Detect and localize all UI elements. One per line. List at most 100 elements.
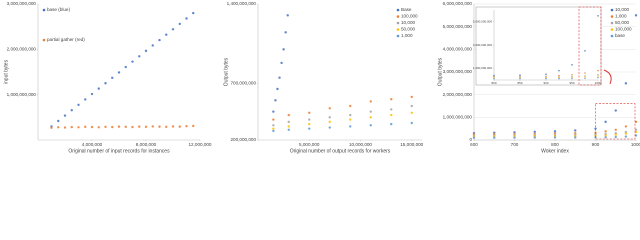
legend-marker (396, 28, 400, 31)
x-tick-label: 900 (592, 142, 600, 147)
data-point (284, 31, 287, 34)
legend-label: Base (401, 7, 412, 12)
figure: 1,000,000,0002,000,000,0003,000,000,0004… (3, 1, 640, 154)
data-point (151, 125, 154, 128)
data-point (558, 77, 560, 80)
data-point (272, 127, 275, 130)
data-point (604, 134, 607, 137)
y-tick-label: 2,000,000,000 (7, 47, 37, 52)
data-point (151, 44, 154, 47)
data-point (77, 103, 80, 107)
data-point (533, 136, 536, 139)
legend-label: 10,000 (401, 20, 415, 25)
data-point (138, 125, 141, 128)
data-point (63, 114, 67, 117)
legend-marker (42, 38, 46, 42)
data-point (287, 125, 290, 128)
data-point (574, 129, 577, 132)
data-point (584, 72, 586, 74)
data-point (472, 136, 476, 139)
legend-label: 1,000 (615, 14, 627, 19)
data-point (594, 127, 597, 130)
x-tick-label: 10,000,000 (349, 142, 372, 147)
data-point (584, 77, 586, 80)
data-point (634, 134, 638, 137)
data-point (276, 87, 279, 91)
legend-label: partial gather (red) (47, 37, 85, 42)
y-tick-label: 200,000,000 (230, 137, 256, 142)
x-tick-label: 950 (569, 81, 574, 85)
data-point (57, 126, 60, 129)
data-point (272, 110, 275, 113)
data-point (571, 76, 573, 79)
data-point (624, 82, 628, 85)
data-point (597, 73, 599, 76)
data-point (390, 113, 393, 117)
y-tick-label: 5,000,000,000 (443, 24, 473, 29)
legend-marker (396, 8, 400, 12)
data-point (634, 14, 638, 17)
data-point (192, 11, 195, 15)
data-point (131, 125, 134, 129)
data-point (519, 77, 521, 80)
data-point (390, 98, 393, 101)
data-point (597, 76, 599, 79)
data-point (349, 118, 352, 121)
data-point (158, 125, 161, 128)
legend-marker (610, 34, 614, 38)
inset-frame (475, 6, 602, 86)
data-point (519, 74, 521, 76)
x-tick-label: 12,000,000 (189, 142, 212, 147)
data-point (545, 73, 547, 75)
data-point (410, 95, 413, 99)
data-point (287, 128, 290, 131)
data-point (369, 124, 372, 127)
legend-label: 10,000 (615, 7, 629, 12)
data-point (117, 71, 121, 74)
data-point (614, 128, 617, 131)
data-point (614, 133, 617, 136)
legend-marker (610, 8, 614, 12)
x-tick-label: 700 (511, 142, 519, 147)
data-point (70, 109, 73, 112)
data-point (634, 130, 638, 134)
x-axis-label: Original number of input records for ins… (68, 148, 170, 154)
data-point (584, 50, 586, 52)
data-point (104, 82, 107, 85)
data-point (604, 136, 607, 139)
data-point (308, 118, 311, 121)
data-point (328, 116, 331, 119)
data-point (624, 132, 628, 135)
data-point (545, 77, 547, 80)
data-point (533, 130, 536, 134)
x-axis-label: Original number of output records for wo… (290, 148, 391, 154)
data-point (178, 125, 181, 128)
data-point (287, 120, 290, 124)
data-point (117, 125, 121, 128)
x-tick-label: 800 (491, 81, 496, 85)
data-point (597, 69, 599, 72)
data-point (308, 127, 311, 130)
x-tick-label: 4,000,000 (82, 142, 103, 147)
data-point (171, 28, 175, 31)
data-point (584, 75, 586, 78)
data-point (369, 116, 372, 119)
x-tick-label: 5,000,000 (299, 142, 320, 147)
x-tick-label: 1000 (595, 81, 602, 85)
data-point (144, 49, 148, 53)
data-point (390, 108, 393, 111)
data-point (308, 122, 311, 126)
data-point (278, 76, 281, 79)
data-point (90, 125, 94, 129)
data-point (571, 73, 573, 76)
data-point (597, 15, 599, 17)
data-point (138, 55, 141, 58)
y-tick-label: 3,000,000,000 (443, 69, 473, 74)
legend-marker (396, 34, 400, 38)
data-point (410, 104, 413, 108)
data-point (70, 125, 73, 129)
data-point (185, 17, 188, 20)
data-point (280, 61, 283, 65)
x-tick-label: 600 (470, 142, 478, 147)
data-point (84, 125, 87, 129)
